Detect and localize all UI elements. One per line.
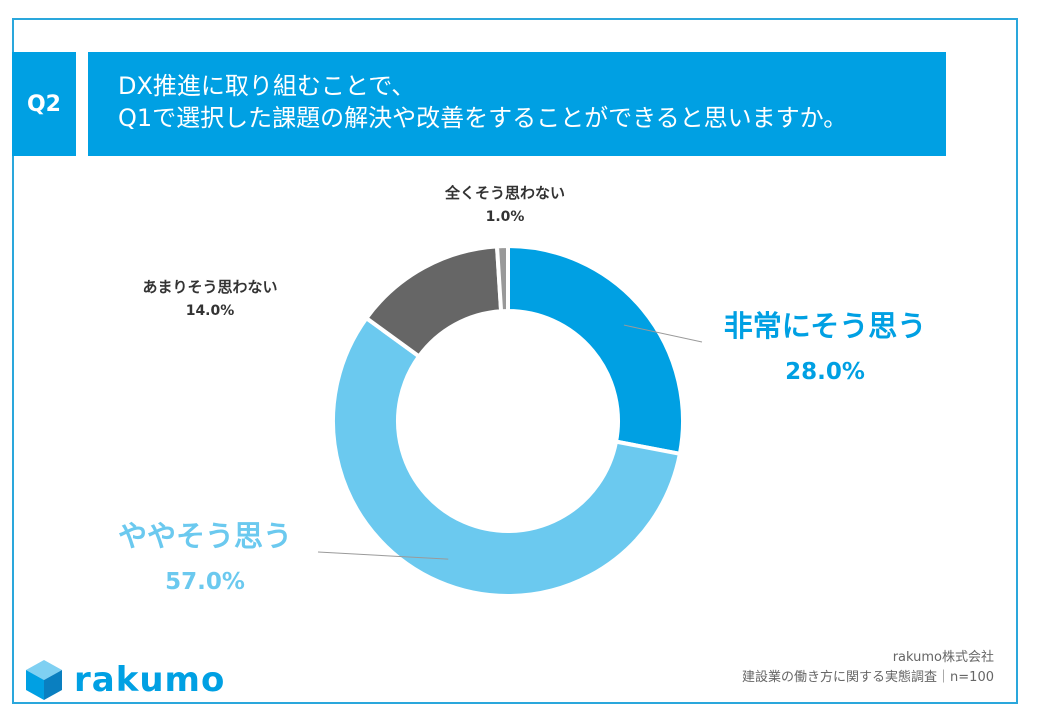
slice-label-strongly-agree: 非常にそう思う 28.0% [723, 309, 927, 385]
footer-credit: rakumo株式会社 建設業の働き方に関する実態調査｜n=100 [742, 648, 994, 688]
chart-frame [12, 18, 1018, 704]
rakumo-logo: rakumo [24, 658, 225, 702]
slice-agree [331, 315, 683, 598]
rakumo-logo-icon [26, 660, 62, 700]
question-line-1: DX推進に取り組むことで、 [118, 72, 416, 100]
footer-company: rakumo株式会社 [892, 650, 994, 665]
slice-label-strongly-disagree: 全くそう思わない 1.0% [444, 184, 565, 225]
slice-strongly-disagree [494, 243, 510, 314]
question-line-2: Q1で選択した課題の解決や改善をすることができると思いますか。 [118, 104, 848, 132]
footer-survey: 建設業の働き方に関する実態調査｜n=100 [742, 670, 994, 685]
rakumo-logo-text: rakumo [74, 660, 226, 700]
slice-label-agree: ややそう思う 57.0% [117, 519, 292, 595]
slice-strongly-agree [506, 243, 685, 457]
slice-label-disagree: あまりそう思わない 14.0% [142, 278, 278, 319]
question-badge: Q2 [12, 52, 76, 156]
question-title: DX推進に取り組むことで、 Q1で選択した課題の解決や改善をすることができると思… [88, 52, 946, 156]
leader-line-slice-agree [317, 551, 449, 560]
leader-line-slice-strongly-agree [623, 324, 703, 343]
